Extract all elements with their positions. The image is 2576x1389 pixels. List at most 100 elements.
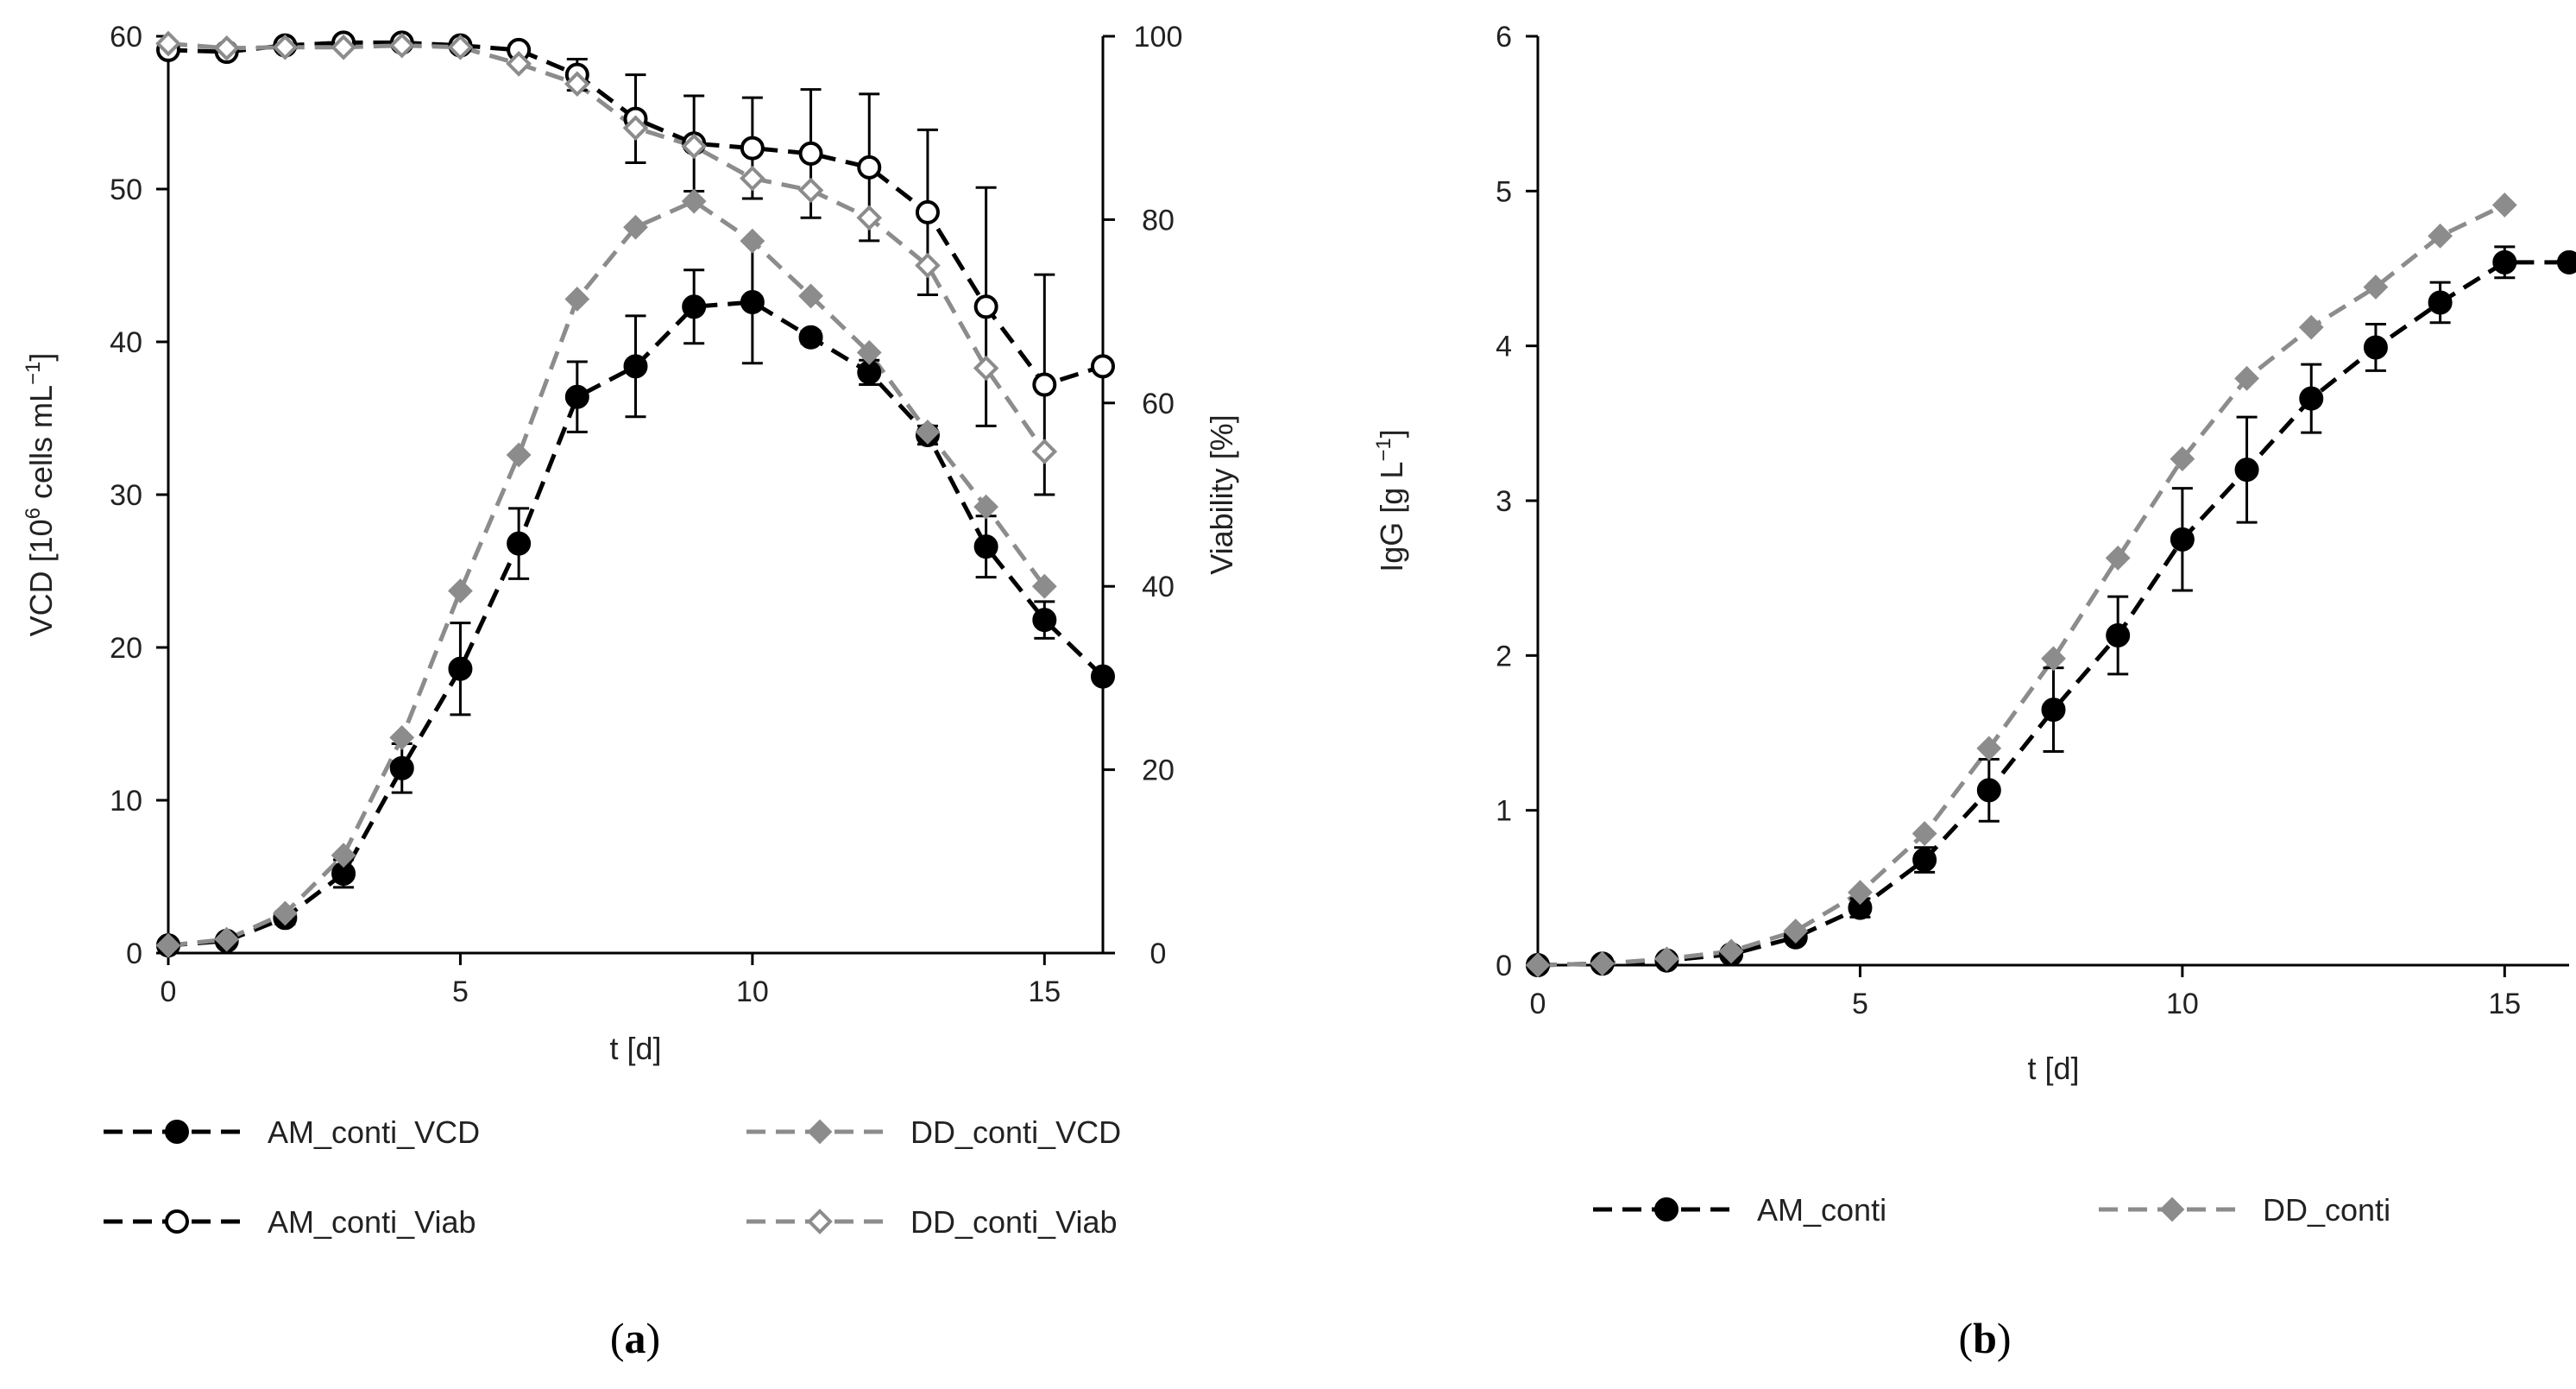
y-left-tick-label: 30 <box>110 479 142 512</box>
data-point-AM_conti_Viab <box>1091 354 1115 379</box>
data-point-AM_conti_Viab <box>1032 372 1057 397</box>
y-axis-title-part: cells mL <box>23 385 59 508</box>
data-point-DD_conti_VCD <box>915 420 941 445</box>
data-point-DD_conti_Viab <box>681 133 708 160</box>
y-right-tick-label: 0 <box>1150 938 1167 970</box>
data-point-DD_conti_VCD <box>1031 573 1057 599</box>
legend-swatch-marker <box>2159 1196 2185 1222</box>
legend-swatch-marker <box>807 1119 833 1145</box>
data-point-DD_conti_Viab <box>915 252 941 279</box>
data-point-AM_conti_VCD <box>798 325 823 350</box>
data-point-AM_conti_VCD <box>564 384 589 409</box>
panel-label-open: ( <box>610 1314 625 1362</box>
data-point-AM_conti_Viab <box>915 199 940 224</box>
x-tick-label: 0 <box>1530 988 1546 1020</box>
legend-label: AM_conti_VCD <box>268 1114 480 1150</box>
data-point-AM_conti_VCD <box>389 755 414 780</box>
legend-label: AM_conti <box>1757 1192 1886 1228</box>
panel-label-close: ) <box>646 1314 661 1362</box>
panel-label: (b) <box>1958 1314 2011 1362</box>
data-point-DD_conti_VCD <box>681 188 707 214</box>
y-axis-title-part: 6 <box>22 508 45 519</box>
data-point-AM_conti_VCD <box>740 289 765 314</box>
legend-item: DD_conti <box>2099 1192 2390 1228</box>
data-point-DD_conti <box>2234 365 2259 391</box>
data-point-DD_conti_Viab <box>973 355 999 382</box>
data-point-DD_conti <box>1590 950 1616 976</box>
data-point-AM_conti_VCD <box>1032 608 1057 633</box>
y-left-tick-label: 1 <box>1496 795 1512 828</box>
y-axis-title-part: −1 <box>1372 438 1395 461</box>
y-axis-title-part: ] <box>1374 429 1409 438</box>
y-left-tick-label: 0 <box>1496 950 1512 982</box>
data-point-DD_conti_Viab <box>856 205 883 231</box>
data-point-AM_conti <box>2234 458 2259 483</box>
legend-label: DD_conti_Viab <box>910 1204 1117 1240</box>
y-left-tick-label: 20 <box>110 632 142 665</box>
data-point-AM_conti <box>2428 290 2453 315</box>
data-point-DD_conti_VCD <box>740 228 765 254</box>
y-left-tick-label: 10 <box>110 785 142 818</box>
data-point-DD_conti_Viab <box>272 34 299 60</box>
y-axis-title-part: −1 <box>22 362 45 385</box>
data-point-AM_conti <box>2492 249 2517 275</box>
legend-item: AM_conti_Viab <box>104 1204 476 1240</box>
data-point-DD_conti_Viab <box>388 32 415 59</box>
y-axis-title-part: IgG [g L <box>1374 462 1409 572</box>
x-tick-label: 15 <box>2488 988 2521 1020</box>
data-point-AM_conti_Viab <box>857 155 882 180</box>
x-tick-label: 15 <box>1028 975 1061 1008</box>
x-tick-label: 5 <box>1852 988 1868 1020</box>
y-axis-title-left: VCD [106 cells mL−1] <box>22 353 59 637</box>
legend-swatch-marker <box>1654 1197 1678 1222</box>
legend-swatch-marker <box>165 1209 189 1234</box>
series-line-DD_conti_VCD <box>167 199 1047 948</box>
series-line-AM_conti <box>1537 260 2569 968</box>
data-point-AM_conti_VCD <box>623 354 648 379</box>
y-left-tick-label: 3 <box>1496 485 1512 518</box>
data-point-AM_conti <box>2299 386 2324 411</box>
x-tick-label: 5 <box>452 975 469 1008</box>
data-point-DD_conti_VCD <box>798 283 823 309</box>
y-left-tick-label: 2 <box>1496 640 1512 672</box>
x-tick-label: 0 <box>161 975 177 1008</box>
y-axis-title-right: Viability [%] <box>1204 414 1239 574</box>
x-axis-title: t [d] <box>609 1031 661 1066</box>
panel-label-letter: b <box>1973 1314 1997 1362</box>
data-point-DD_conti <box>2041 646 2066 672</box>
data-point-DD_conti_VCD <box>973 494 999 520</box>
y-right-tick-label: 80 <box>1142 204 1175 237</box>
legend-swatch-marker <box>165 1120 189 1144</box>
data-point-DD_conti <box>1848 880 1873 906</box>
y-right-tick-label: 20 <box>1142 754 1175 787</box>
data-point-AM_conti <box>2041 698 2066 723</box>
y-left-tick-label: 40 <box>110 326 142 359</box>
y-left-tick-label: 6 <box>1496 21 1512 54</box>
data-point-AM_conti <box>1912 848 1937 873</box>
y-right-tick-label: 40 <box>1142 571 1175 603</box>
data-point-AM_conti <box>2106 623 2131 648</box>
data-point-AM_conti_VCD <box>682 294 707 319</box>
legend-swatch-marker <box>807 1209 833 1234</box>
data-point-DD_conti_Viab <box>1031 439 1058 464</box>
data-point-DD_conti_VCD <box>155 932 181 958</box>
data-point-DD_conti <box>2105 545 2131 571</box>
data-point-AM_conti_Viab <box>740 136 765 161</box>
y-left-tick-label: 50 <box>110 174 142 206</box>
legend-label: DD_conti <box>2263 1192 2390 1228</box>
data-point-DD_conti <box>2491 193 2517 218</box>
data-point-DD_conti_Viab <box>331 34 356 60</box>
data-point-DD_conti_VCD <box>272 900 298 926</box>
data-point-AM_conti_VCD <box>507 531 532 556</box>
data-point-DD_conti <box>1653 946 1679 972</box>
y-left-tick-label: 5 <box>1496 175 1512 208</box>
legend-item: AM_conti_VCD <box>104 1114 480 1150</box>
y-right-tick-label: 60 <box>1142 388 1175 420</box>
data-point-AM_conti_Viab <box>798 141 823 166</box>
legend-label: DD_conti_VCD <box>910 1114 1121 1150</box>
panel-label-close: ) <box>1997 1314 2012 1362</box>
data-point-DD_conti_Viab <box>564 71 590 98</box>
legend-item: DD_conti_VCD <box>746 1114 1121 1150</box>
panel-label: (a) <box>610 1314 660 1362</box>
